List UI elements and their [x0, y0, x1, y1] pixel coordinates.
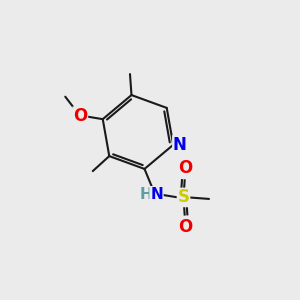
Text: S: S: [178, 188, 190, 206]
Text: N: N: [150, 187, 163, 202]
Text: H: H: [140, 187, 152, 202]
Text: O: O: [178, 159, 192, 177]
Text: O: O: [178, 218, 192, 236]
Text: N: N: [173, 136, 187, 154]
Text: O: O: [73, 107, 87, 125]
